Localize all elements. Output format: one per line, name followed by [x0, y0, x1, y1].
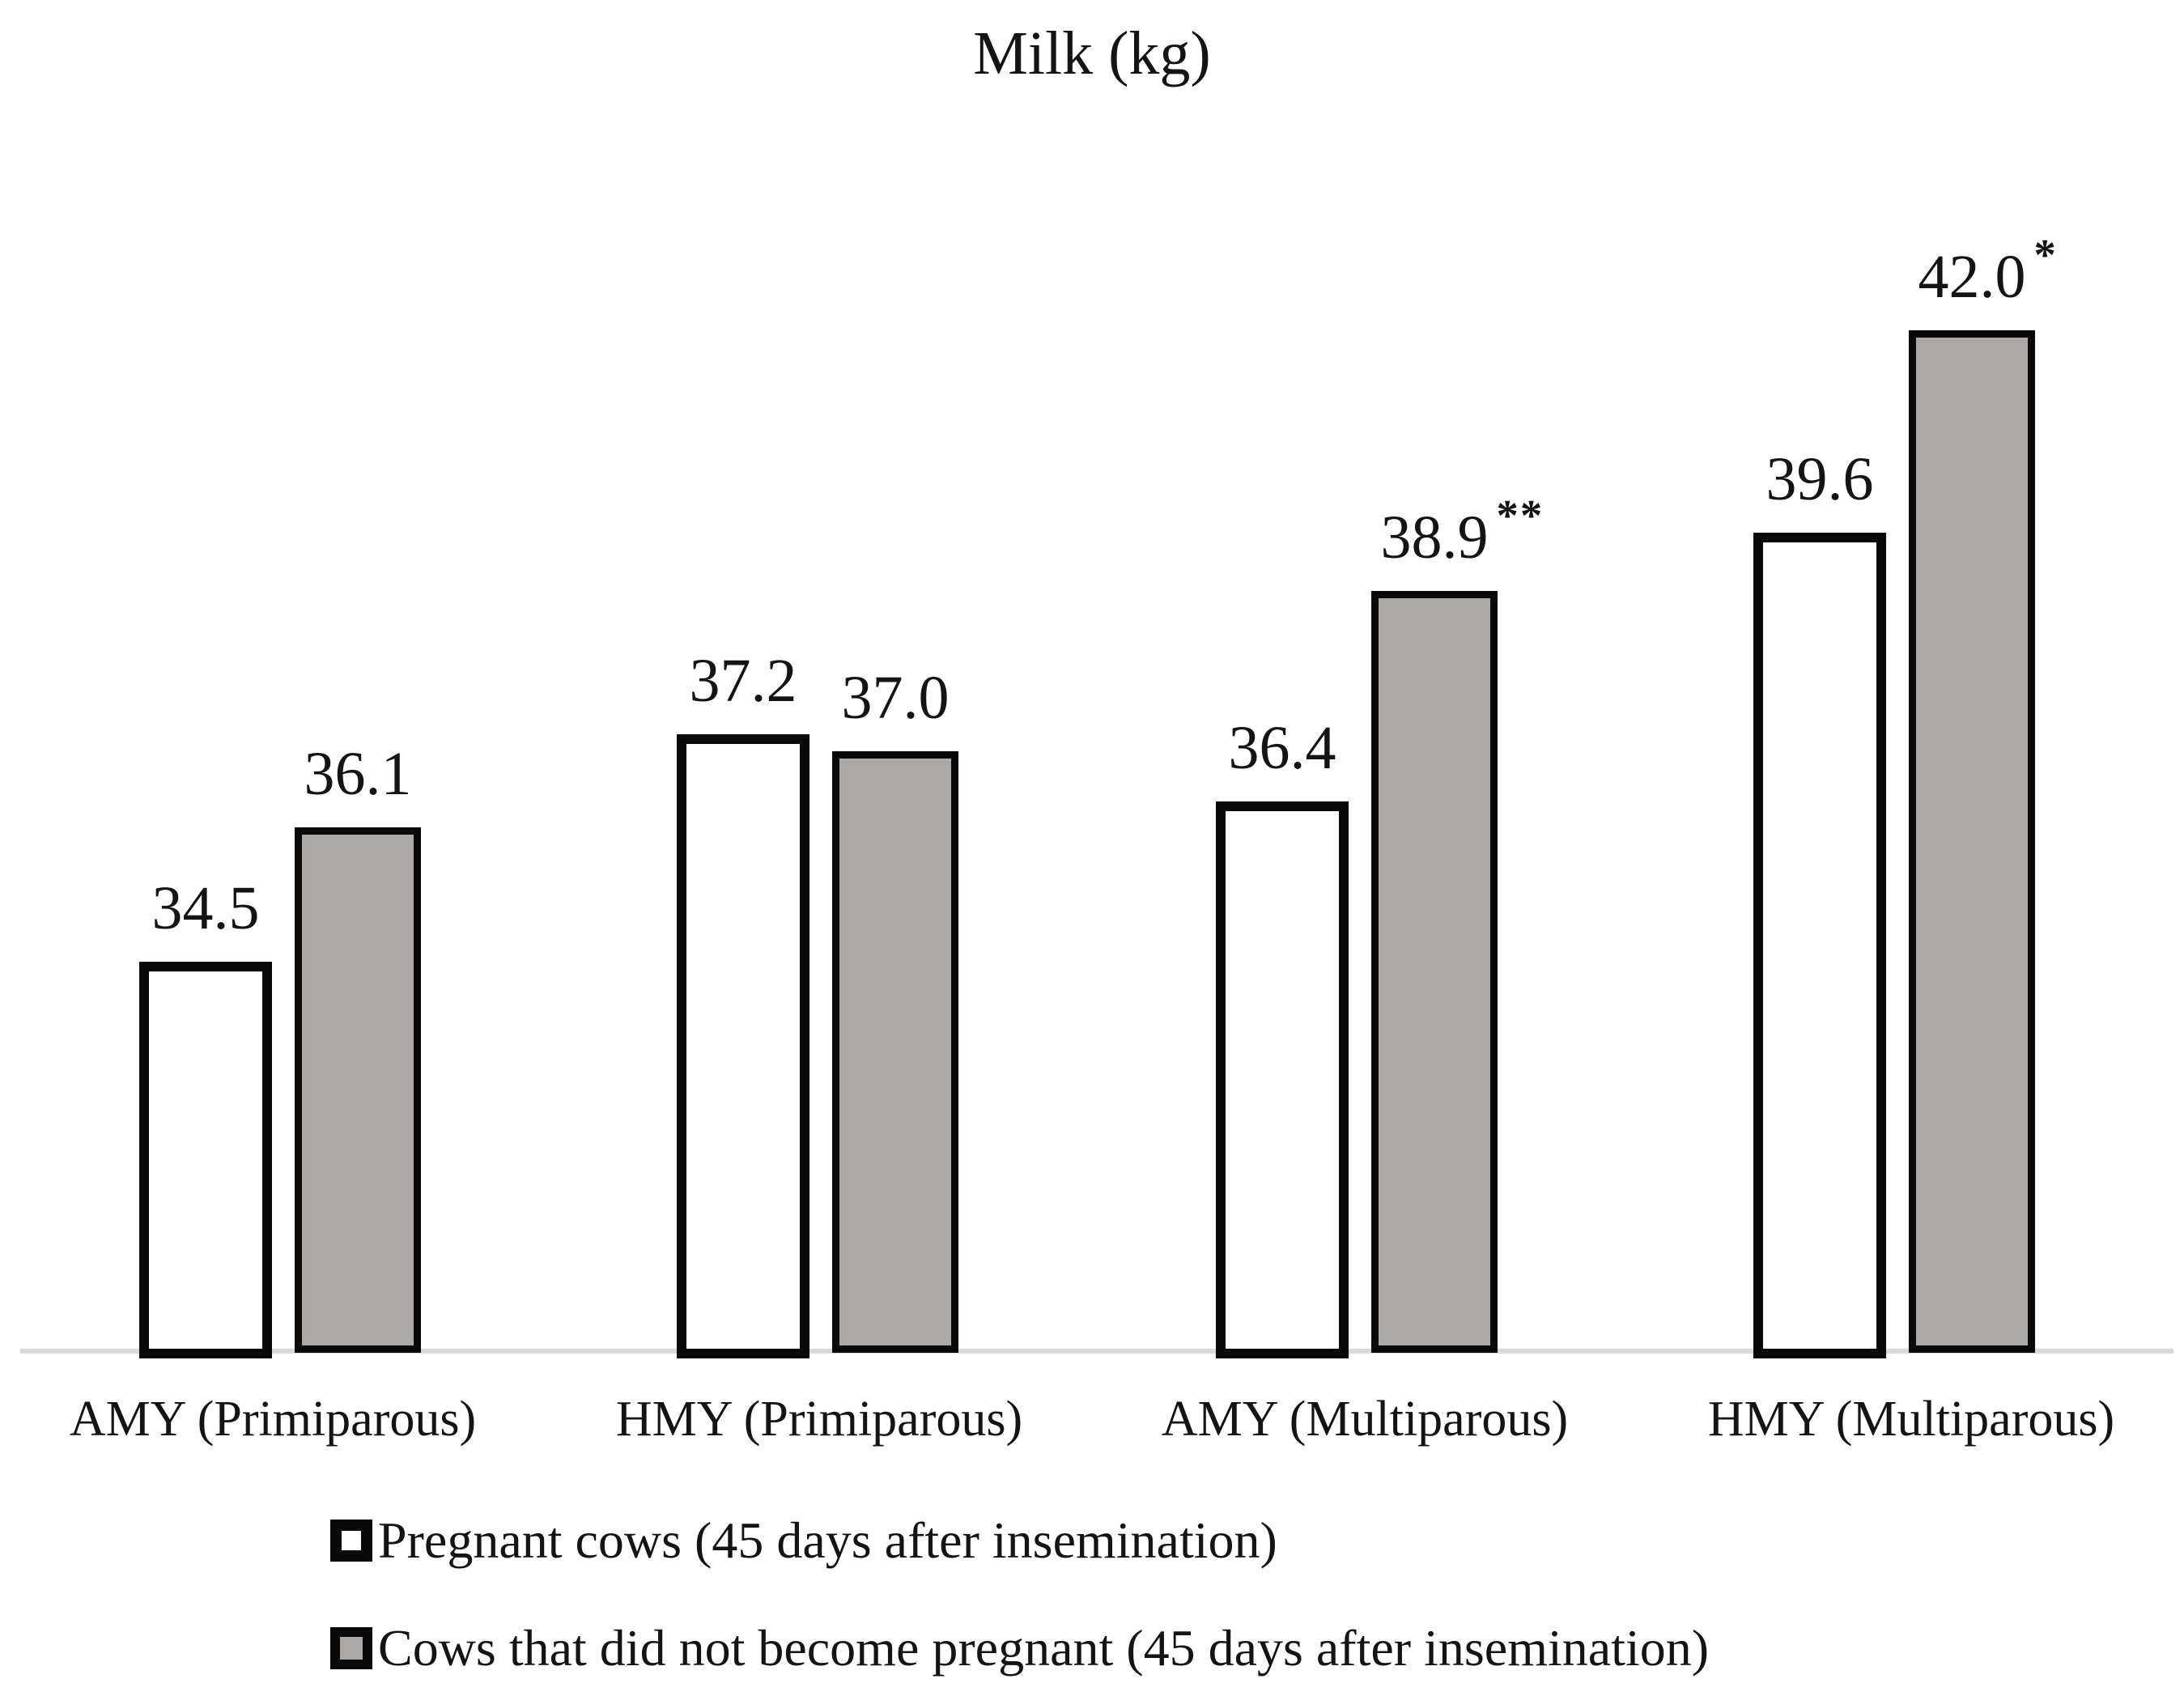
bar-series0-cat3	[1753, 533, 1886, 1358]
bar-series0-cat0	[139, 962, 272, 1358]
value-label-series0-cat1: 37.2	[689, 647, 797, 715]
legend: Pregnant cows (45 days after inseminatio…	[330, 1515, 1709, 1696]
value-label-series0-cat2: 36.4	[1228, 714, 1336, 782]
significance-marker: **	[1496, 490, 1545, 540]
bar-series1-cat1	[832, 751, 958, 1353]
x-axis-line	[20, 1349, 2173, 1354]
legend-item-pregnant: Pregnant cows (45 days after inseminatio…	[330, 1515, 1709, 1566]
value-label-series1-cat1: 37.0	[841, 664, 950, 732]
legend-label-pregnant: Pregnant cows (45 days after inseminatio…	[378, 1511, 1277, 1569]
category-label-hmy-primiparous: HMY (Primiparous)	[615, 1392, 1023, 1447]
category-label-amy-primiparous: AMY (Primiparous)	[69, 1392, 477, 1447]
chart-title: Milk (kg)	[973, 19, 1211, 87]
value-label-series1-cat0: 36.1	[304, 740, 412, 808]
legend-item-not-pregnant: Cows that did not become pregnant (45 da…	[330, 1619, 1710, 1677]
value-label-series1-cat3: 42.0 *	[1918, 229, 2058, 311]
legend-swatch-not-pregnant-icon	[330, 1627, 372, 1669]
bar-series0-cat2	[1216, 801, 1349, 1358]
value-label-series0-cat3: 39.6	[1765, 445, 1874, 513]
bar-series1-cat0	[295, 827, 421, 1353]
bar-series0-cat1	[677, 734, 809, 1358]
legend-label-not-pregnant: Cows that did not become pregnant (45 da…	[378, 1619, 1710, 1677]
bar-series1-cat2	[1371, 591, 1498, 1353]
significance-marker: *	[2033, 229, 2058, 279]
bar-series1-cat3	[1909, 330, 2035, 1353]
value-label-series0-cat0: 34.5	[151, 874, 260, 942]
legend-swatch-pregnant-icon	[330, 1520, 372, 1562]
value-label-series1-cat2: 38.9 **	[1380, 490, 1545, 572]
category-label-hmy-multiparous: HMY (Multiparous)	[1707, 1392, 2115, 1447]
category-label-amy-multiparous: AMY (Multiparous)	[1161, 1392, 1569, 1447]
